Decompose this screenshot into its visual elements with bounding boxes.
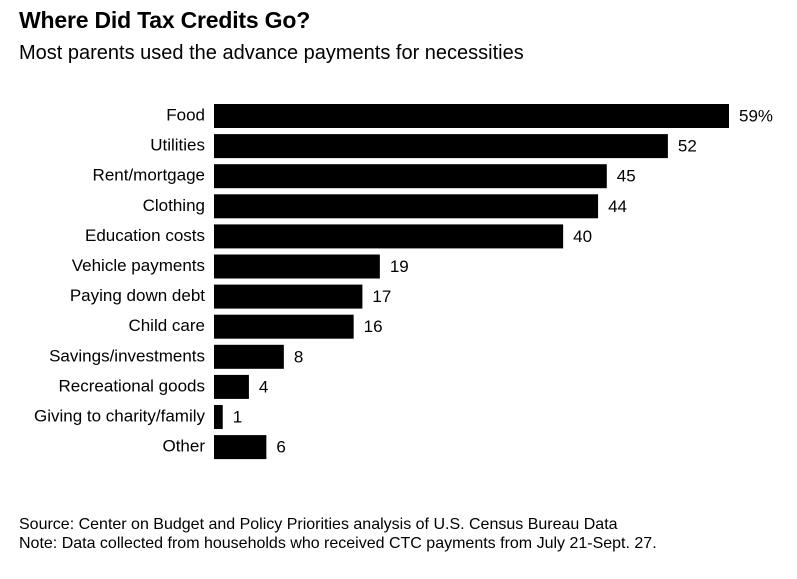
category-label-giving-to-charity-family: Giving to charity/family bbox=[34, 406, 205, 425]
bar-giving-to-charity-family bbox=[214, 405, 223, 429]
value-label-savings-investments: 8 bbox=[294, 347, 303, 366]
bar-chart: Food 59% Utilities 52 Rent/mortgage 45 Clothin… bbox=[34, 104, 773, 460]
value-label-food: 59% bbox=[739, 106, 773, 125]
bar-other bbox=[214, 435, 267, 460]
bar-rent-mortgage bbox=[214, 164, 607, 189]
source-note: Source: Center on Budget and Policy Prio… bbox=[19, 516, 618, 533]
category-label-vehicle-payments: Vehicle payments bbox=[72, 256, 205, 275]
chart-footer: Source: Center on Budget and Policy Prio… bbox=[19, 515, 657, 553]
category-label-paying-down-debt: Paying down debt bbox=[70, 286, 205, 305]
category-label-food: Food bbox=[166, 105, 205, 124]
category-label-child-care: Child care bbox=[128, 316, 205, 335]
category-label-other: Other bbox=[162, 437, 205, 456]
bar-food bbox=[214, 104, 729, 128]
bar-paying-down-debt bbox=[214, 284, 363, 309]
value-label-child-care: 16 bbox=[364, 317, 383, 336]
category-label-utilities: Utilities bbox=[150, 136, 205, 155]
data-note: Note: Data collected from households who… bbox=[19, 535, 657, 552]
chart-subtitle: Most parents used the advance payments f… bbox=[19, 42, 524, 64]
value-label-clothing: 44 bbox=[608, 197, 627, 216]
value-label-paying-down-debt: 17 bbox=[372, 287, 391, 306]
value-label-education-costs: 40 bbox=[573, 227, 592, 246]
value-label-giving-to-charity-family: 1 bbox=[233, 407, 242, 426]
value-label-vehicle-payments: 19 bbox=[390, 257, 409, 276]
category-label-savings-investments: Savings/investments bbox=[49, 346, 205, 365]
category-label-education-costs: Education costs bbox=[85, 226, 205, 245]
bar-recreational-goods bbox=[214, 374, 249, 399]
value-label-rent-mortgage: 45 bbox=[617, 167, 636, 186]
bar-savings-investments bbox=[214, 344, 284, 369]
category-label-recreational-goods: Recreational goods bbox=[59, 376, 205, 395]
value-label-utilities: 52 bbox=[678, 137, 697, 156]
bar-education-costs bbox=[214, 224, 564, 249]
value-label-other: 6 bbox=[276, 438, 285, 457]
bar-utilities bbox=[214, 134, 668, 159]
category-label-rent-mortgage: Rent/mortgage bbox=[93, 166, 205, 185]
bar-clothing bbox=[214, 194, 599, 219]
value-label-recreational-goods: 4 bbox=[259, 377, 268, 396]
category-label-clothing: Clothing bbox=[143, 196, 205, 215]
bar-child-care bbox=[214, 314, 354, 339]
chart-title: Where Did Tax Credits Go? bbox=[19, 7, 311, 33]
bar-vehicle-payments bbox=[214, 254, 380, 279]
